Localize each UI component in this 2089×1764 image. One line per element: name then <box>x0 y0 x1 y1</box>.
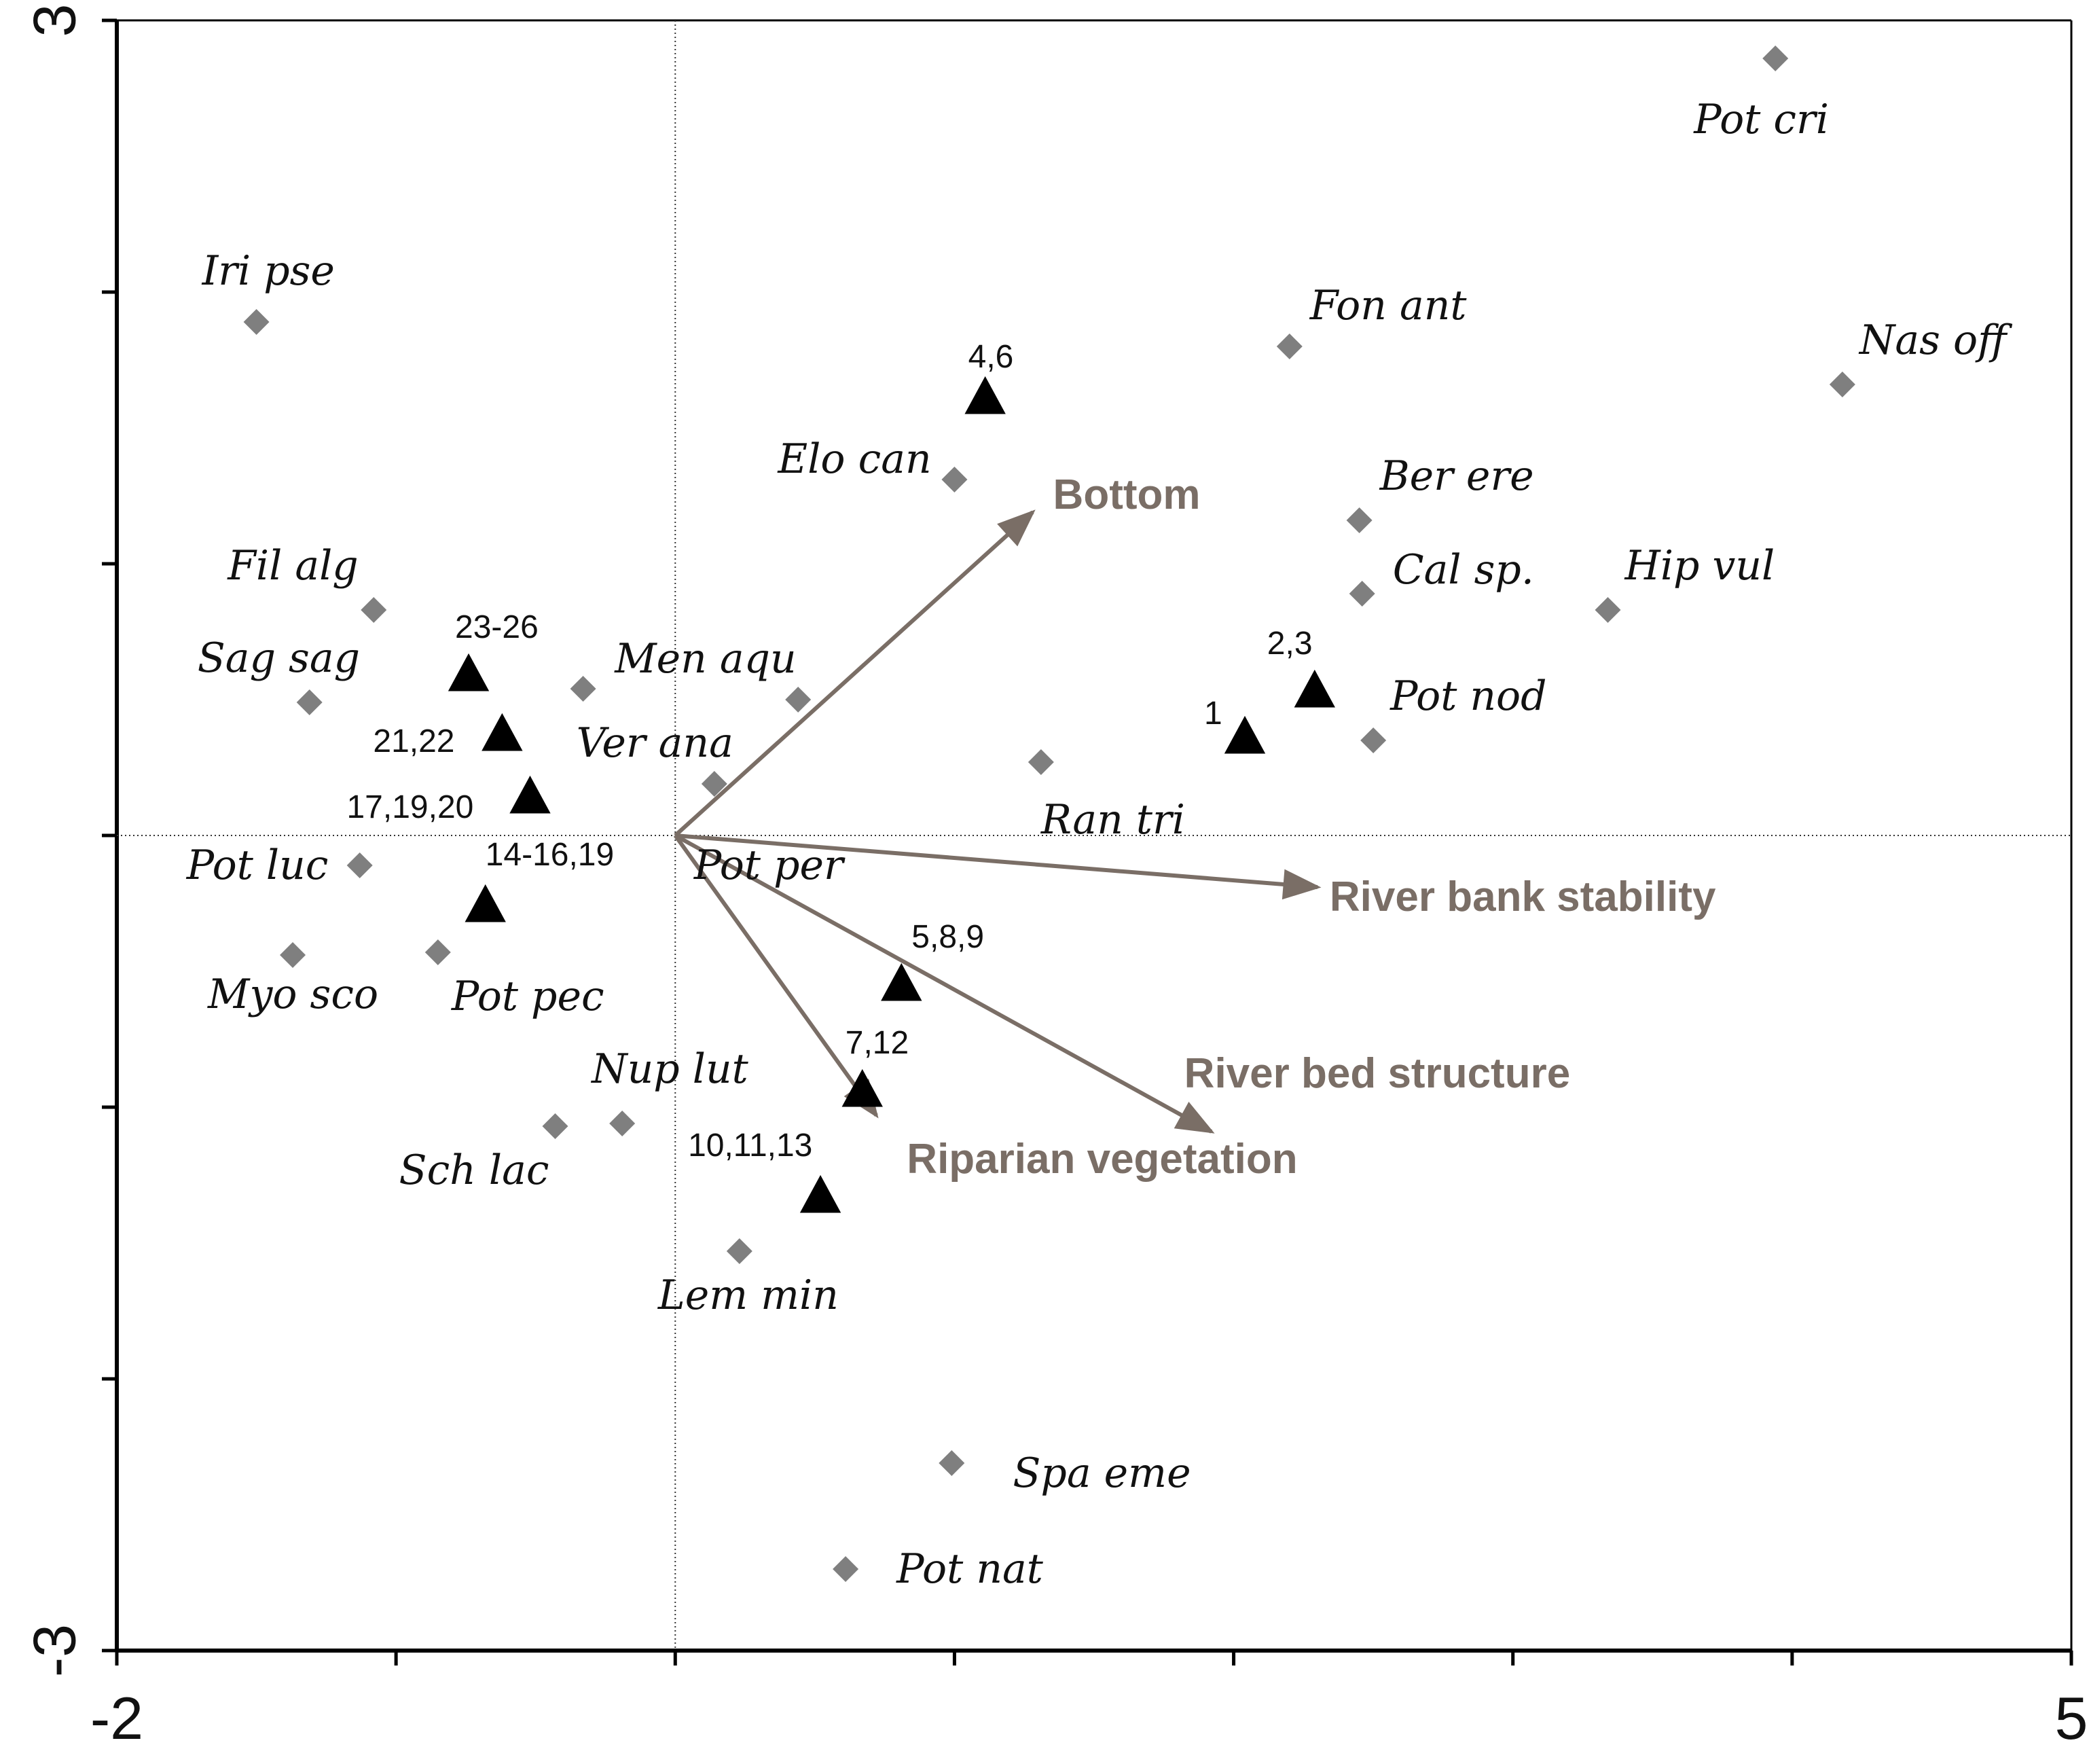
species-point-16 <box>280 942 306 968</box>
species-label-0: Pot cri <box>1693 96 1829 143</box>
species-label-4: Elo can <box>777 435 931 483</box>
species-point-14 <box>1360 727 1387 753</box>
species-label-7: Hip vul <box>1624 542 1775 590</box>
environmental-vectors: Bottom River bank stability River bed stru… <box>673 471 1716 1183</box>
env-arrow-0 <box>674 509 1036 838</box>
env-arrow-2 <box>674 833 1215 1134</box>
site-points: 4,6 23-26 21,22 17,19,20 14-16,19 2,3 1 5,8,9 7,… <box>346 339 1335 1213</box>
site-point-9 <box>799 1174 841 1213</box>
species-label-5: Ber ere <box>1379 452 1534 500</box>
species-point-2 <box>1276 334 1303 359</box>
species-label-22: Pot nat <box>896 1545 1044 1593</box>
species-point-13 <box>1028 749 1054 775</box>
env-arrow-1 <box>675 833 1322 900</box>
env-arrow-3 <box>673 834 879 1119</box>
species-label-8: Fil alg <box>227 542 358 590</box>
species-label-14: Pot nod <box>1389 672 1546 720</box>
species-point-22 <box>833 1556 859 1582</box>
env-label-2: River bed structure <box>1184 1050 1571 1097</box>
species-label-19: Sch lac <box>399 1147 549 1194</box>
x-tick-label-1: 5 <box>2055 1685 2088 1752</box>
species-label-9: Sag sag <box>198 634 360 682</box>
species-label-11: Men aqu <box>614 635 796 683</box>
species-point-20 <box>726 1238 752 1264</box>
species-label-3: Nas off <box>1858 317 2013 364</box>
site-point-5 <box>1294 669 1335 708</box>
site-point-8 <box>841 1068 883 1107</box>
species-point-21 <box>939 1450 965 1476</box>
species-label-13: Ran tri <box>1040 796 1185 844</box>
site-point-7 <box>881 962 922 1001</box>
species-label-21: Spa eme <box>1013 1450 1191 1497</box>
species-label-10: Ver ana <box>577 719 733 767</box>
species-point-1 <box>243 309 270 335</box>
site-point-3 <box>509 775 551 814</box>
species-point-0 <box>1762 46 1789 71</box>
species-point-6 <box>1349 581 1375 607</box>
site-point-4 <box>465 884 506 922</box>
species-point-15 <box>346 852 373 878</box>
species-point-10 <box>570 676 596 702</box>
species-label-12: Pot per <box>693 842 846 889</box>
species-label-6: Cal sp. <box>1393 546 1534 594</box>
site-label-6: 1 <box>1204 696 1222 732</box>
env-label-1: River bank stability <box>1330 874 1716 920</box>
env-label-0: Bottom <box>1053 471 1201 518</box>
species-point-11 <box>785 687 812 713</box>
y-tick-label-1: -3 <box>21 1624 88 1677</box>
site-label-5: 2,3 <box>1267 626 1313 662</box>
species-label-20: Lem min <box>657 1272 839 1319</box>
site-label-9: 10,11,13 <box>688 1128 812 1164</box>
site-label-3: 17,19,20 <box>346 789 473 825</box>
species-point-7 <box>1595 597 1621 623</box>
site-label-1: 23-26 <box>455 609 539 645</box>
species-label-2: Fon ant <box>1309 282 1468 329</box>
site-label-0: 4,6 <box>968 339 1014 375</box>
site-point-1 <box>448 653 490 691</box>
species-point-12 <box>701 771 727 797</box>
site-label-2: 21,22 <box>373 723 454 759</box>
species-label-16: Myo sco <box>207 971 378 1018</box>
species-point-3 <box>1829 372 1855 397</box>
site-label-4: 14-16,19 <box>486 837 615 873</box>
y-tick-label-0: 3 <box>21 4 88 37</box>
species-label-1: Iri pse <box>202 247 335 295</box>
species-label-18: Nup lut <box>590 1045 748 1093</box>
species-point-17 <box>424 939 451 965</box>
species-point-5 <box>1346 507 1373 533</box>
site-label-7: 5,8,9 <box>911 919 984 955</box>
species-point-8 <box>361 597 387 623</box>
species-label-17: Pot pec <box>451 973 604 1020</box>
species-points: Pot cri Iri pse Fon ant Nas off Elo can Ber e… <box>186 46 2013 1593</box>
species-point-9 <box>296 689 323 715</box>
species-point-18 <box>609 1111 636 1136</box>
x-tick-label-0: -2 <box>90 1685 143 1752</box>
site-point-6 <box>1224 715 1266 754</box>
species-point-19 <box>542 1113 568 1139</box>
site-point-0 <box>964 376 1006 414</box>
site-label-8: 7,12 <box>846 1025 909 1061</box>
species-label-15: Pot luc <box>186 842 329 889</box>
species-point-4 <box>941 467 968 492</box>
env-label-3: Riparian vegetation <box>907 1136 1297 1183</box>
site-point-2 <box>482 713 523 751</box>
